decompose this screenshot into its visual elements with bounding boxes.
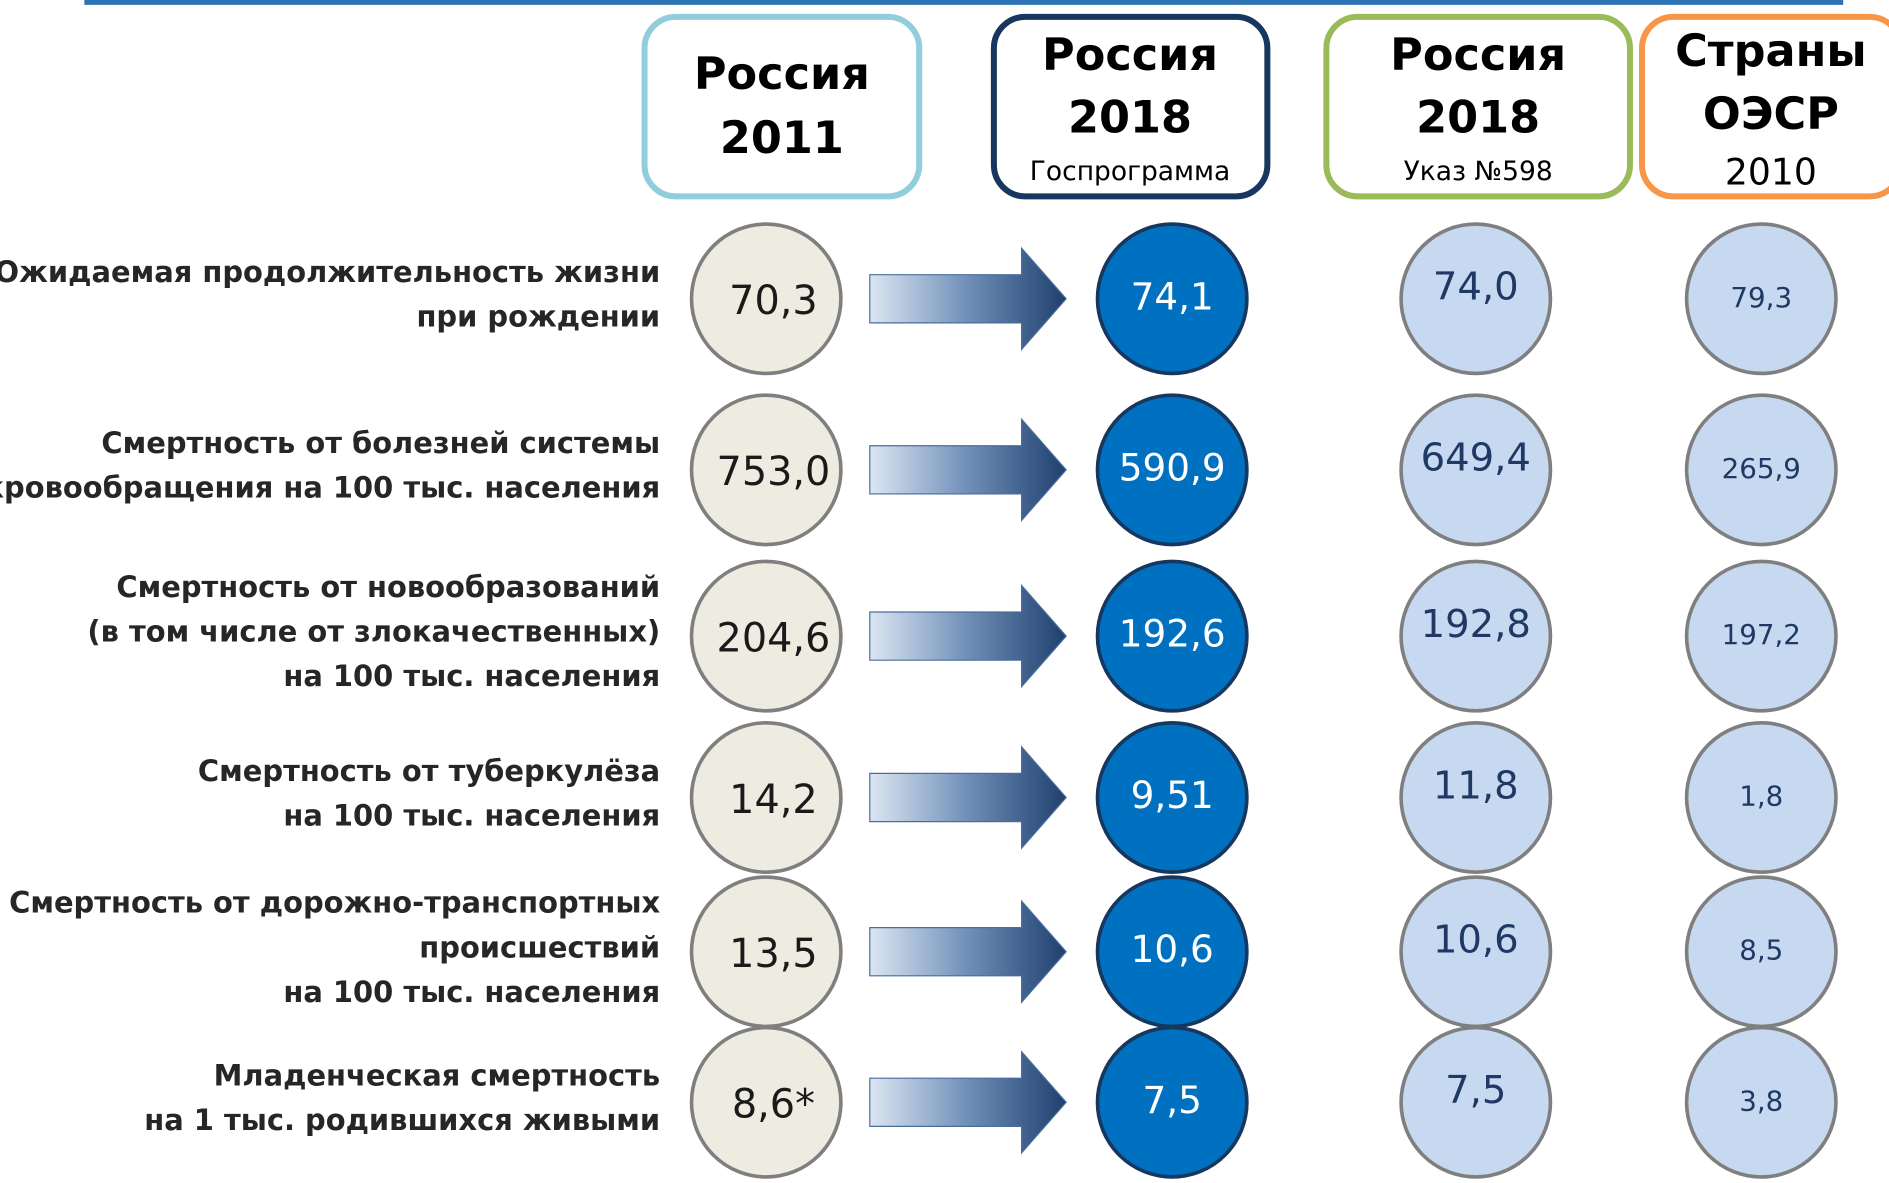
row-label: Смертность от дорожно-транспортных [9,886,660,920]
arrow [869,1050,1067,1155]
value-circle [1095,222,1249,376]
value-circle [689,393,843,547]
value: 8,6* [732,1082,815,1128]
row-label: Ожидаемая продолжительность жизни [0,255,660,289]
row-label: Младенческая смертность [214,1059,661,1093]
column-header-title: Россия [694,48,870,100]
value-circle [1399,393,1553,547]
value-circle [1684,721,1838,874]
value-circle [689,222,843,376]
arrow [869,583,1067,689]
value: 7,5 [1445,1068,1506,1113]
value-circle [689,559,843,713]
column-header-title: 2018 [1068,91,1192,143]
row-label: на 100 тыс. населения [283,975,660,1009]
value-circle [1684,1025,1838,1179]
value: 649,4 [1421,436,1531,481]
row-label: кровообращения на 100 тыс. населения [0,471,660,505]
row-label: происшествий [419,930,660,964]
column-header-box [990,13,1271,200]
column-header-sub: Указ №598 [1404,156,1553,187]
value-circle [1399,1025,1553,1179]
value: 13,5 [729,931,818,977]
value: 11,8 [1433,763,1519,808]
column-header-title: Страны [1675,25,1867,77]
value-circle [1095,1025,1249,1179]
row-label: на 100 тыс. населения [283,659,660,693]
row-label: при рождении [416,300,660,334]
column-header-title: Россия [1042,29,1218,81]
value-circle [1684,393,1838,547]
value: 10,6 [1433,918,1519,963]
column-header-title: 2011 [720,112,844,164]
value-circle [1399,222,1553,376]
row-label: Смертность от новообразований [116,570,660,604]
column-header-title: 2018 [1416,91,1540,143]
value: 7,5 [1142,1078,1201,1122]
value-circle [1095,393,1249,547]
column-header-box [1323,13,1633,200]
value: 265,9 [1722,452,1801,485]
row-label: на 1 тыс. родившихся живыми [144,1103,660,1137]
value: 590,9 [1119,445,1226,489]
column-header-box [1639,13,1889,200]
value: 74,0 [1433,265,1519,310]
arrow [869,899,1067,1004]
column-header-sub: 2010 [1725,151,1817,194]
row-label: Смертность от туберкулёза [198,754,660,788]
value-circle [1684,222,1838,376]
column-header-title: Россия [1390,29,1566,81]
arrow [869,417,1067,523]
value-circle [1095,721,1249,874]
value-circle [689,721,843,874]
row-label: (в том числе от злокачественных) [87,615,660,649]
column-header-title: ОЭСР [1703,88,1839,140]
value: 1,8 [1739,780,1783,813]
value: 79,3 [1730,281,1792,314]
value-circle [689,1025,843,1179]
row-label: Смертность от болезней системы [101,426,660,460]
row-label: на 100 тыс. населения [283,798,660,832]
value-circle [1399,559,1553,713]
arrow [869,246,1067,351]
column-header-box [641,13,923,200]
arrow [869,745,1067,850]
value: 204,6 [717,615,831,661]
value: 10,6 [1131,927,1214,971]
value: 753,0 [717,449,831,495]
value: 197,2 [1722,618,1801,651]
value-circle [1095,559,1249,713]
value: 70,3 [729,278,818,324]
value-circle [1399,721,1553,874]
value: 74,1 [1131,274,1214,318]
value: 14,2 [729,777,818,823]
value: 3,8 [1739,1084,1783,1117]
value: 8,5 [1739,934,1783,967]
value: 9,51 [1131,773,1214,817]
value: 192,6 [1119,612,1226,656]
column-header-sub: Госпрограмма [1030,156,1231,187]
value-circle [1684,559,1838,713]
value: 192,8 [1421,602,1531,647]
